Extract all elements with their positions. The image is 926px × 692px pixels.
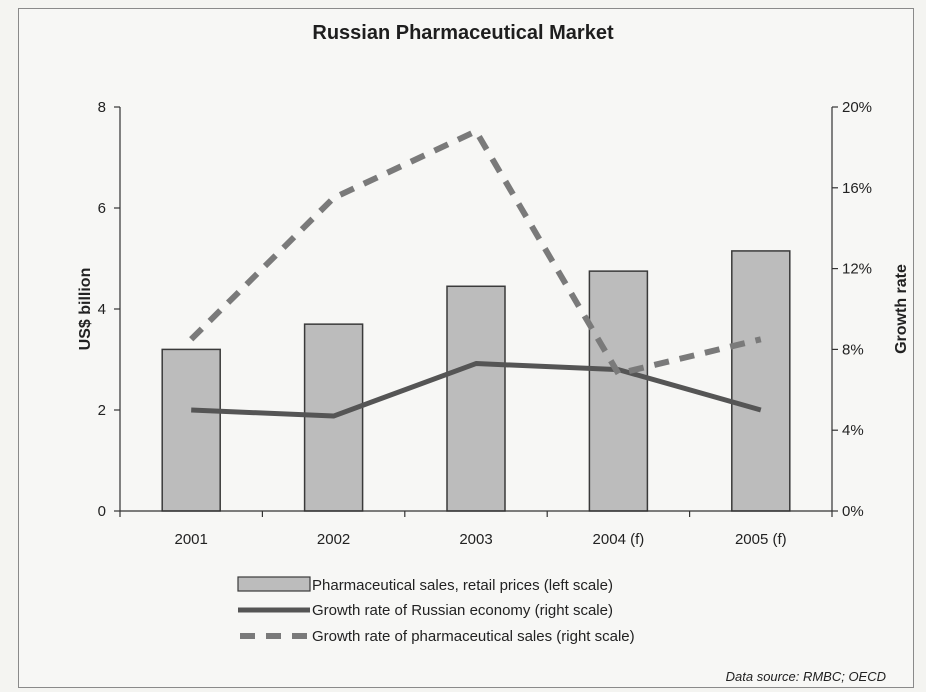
legend-label: Growth rate of pharmaceutical sales (rig… xyxy=(312,628,635,645)
left-tick-label: 2 xyxy=(98,402,106,419)
left-tick-label: 8 xyxy=(98,99,106,116)
x-tick-label: 2003 xyxy=(459,531,492,548)
left-tick-label: 6 xyxy=(98,200,106,217)
y2-axis-title: Growth rate xyxy=(893,264,910,354)
legend-label: Pharmaceutical sales, retail prices (lef… xyxy=(312,577,613,594)
y-axis-title: US$ billion xyxy=(77,268,94,351)
right-tick-label: 8% xyxy=(842,341,864,358)
right-tick-label: 0% xyxy=(842,503,864,520)
right-tick-label: 12% xyxy=(842,261,872,278)
pharma-growth-dashed-line xyxy=(189,128,762,377)
x-tick-label: 2002 xyxy=(317,531,350,548)
right-tick-label: 16% xyxy=(842,180,872,197)
left-tick-label: 0 xyxy=(98,503,106,520)
right-tick-label: 20% xyxy=(842,99,872,116)
left-tick-label: 4 xyxy=(98,301,106,318)
chart-title: Russian Pharmaceutical Market xyxy=(312,22,614,44)
bar-2005-f xyxy=(731,250,791,512)
legend-label: Growth rate of Russian economy (right sc… xyxy=(312,602,613,619)
x-tick-label: 2004 (f) xyxy=(593,531,645,548)
right-tick-label: 4% xyxy=(842,422,864,439)
economy-growth-line xyxy=(191,361,762,419)
x-tick-label: 2001 xyxy=(175,531,208,548)
data-source-note: Data source: RMBC; OECD xyxy=(725,669,886,684)
legend-swatch-bar xyxy=(237,576,311,592)
x-tick-label: 2005 (f) xyxy=(735,531,787,548)
bar-2001 xyxy=(161,348,221,512)
bar-2004-f xyxy=(588,270,649,512)
bar-2003 xyxy=(446,285,506,512)
